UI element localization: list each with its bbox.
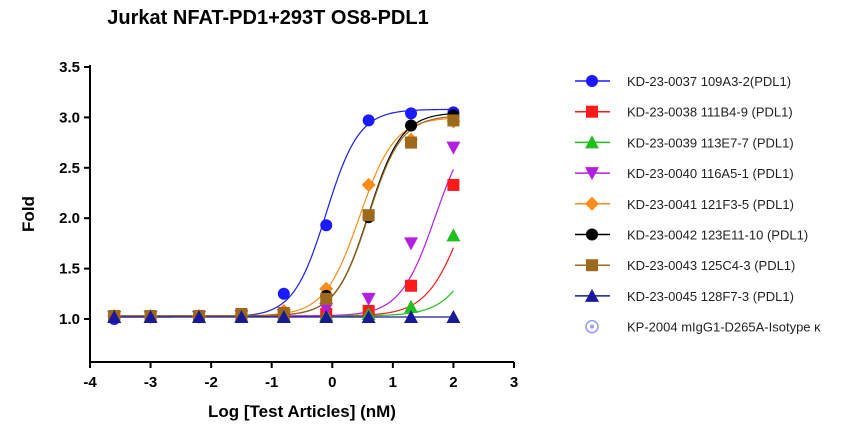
data-point (447, 178, 460, 191)
legend-marker (586, 75, 598, 87)
legend-label: KD-23-0039 113E7-7 (PDL1) (627, 135, 794, 150)
data-points (107, 106, 461, 325)
x-axis-label: Log [Test Articles] (nM) (208, 402, 396, 421)
legend-marker (585, 288, 599, 302)
legend-label: KP-2004 mIgG1-D265A-Isotype κ (627, 320, 821, 335)
data-point (143, 309, 158, 323)
data-point (276, 309, 291, 323)
data-point (277, 287, 290, 300)
y-tick-label: 2.5 (59, 160, 80, 177)
data-point (405, 136, 418, 149)
x-tick-label: -1 (265, 374, 278, 391)
data-point (405, 279, 418, 292)
legend-item: KD-23-0041 121F3-5 (PDL1) (575, 196, 794, 212)
x-tick-label: 2 (449, 374, 457, 391)
data-point (404, 299, 419, 313)
y-tick-label: 2.0 (59, 210, 80, 227)
legend-label: KD-23-0045 128F7-3 (PDL1) (627, 289, 794, 304)
x-tick-label: -2 (204, 374, 217, 391)
legend-label: KD-23-0037 109A3-2(PDL1) (627, 74, 791, 89)
legend-item: KP-2004 mIgG1-D265A-Isotype κ (585, 319, 821, 335)
y-tick-label: 3.5 (59, 59, 80, 76)
data-point (319, 302, 334, 316)
data-point (446, 228, 461, 242)
legend-item: KD-23-0043 125C4-3 (PDL1) (575, 258, 795, 273)
data-point (320, 219, 333, 232)
legend-marker (585, 196, 599, 211)
data-point (362, 209, 375, 222)
legend-marker (585, 135, 599, 149)
data-point (361, 292, 376, 306)
fit-curves (114, 108, 454, 318)
data-point (362, 114, 375, 127)
data-point (234, 309, 249, 323)
legend-item: KD-23-0039 113E7-7 (PDL1) (575, 135, 794, 150)
chart-title: Jurkat NFAT-PD1+293T OS8-PDL1 (107, 7, 428, 29)
data-point (404, 237, 419, 251)
data-point (446, 141, 461, 155)
legend-item: KD-23-0038 111B4-9 (PDL1) (575, 105, 793, 120)
x-tick-label: 0 (328, 374, 336, 391)
fit-curve (114, 115, 454, 317)
fit-curve (114, 108, 454, 318)
legend: KD-23-0037 109A3-2(PDL1) KD-23-0038 111B4… (575, 74, 821, 335)
y-tick-label: 3.0 (59, 109, 80, 126)
legend-marker (586, 105, 598, 118)
legend-label: KD-23-0043 125C4-3 (PDL1) (627, 258, 795, 273)
y-tick-label: 1.5 (59, 261, 80, 278)
x-tick-label: 3 (510, 374, 518, 391)
legend-label: KD-23-0040 116A5-1 (PDL1) (627, 166, 794, 181)
legend-marker (585, 319, 599, 334)
legend-item: KD-23-0040 116A5-1 (PDL1) (575, 166, 794, 181)
data-point (405, 107, 418, 120)
legend-label: KD-23-0038 111B4-9 (PDL1) (627, 105, 793, 120)
fit-curve (114, 117, 454, 317)
data-point (405, 119, 418, 132)
x-tick-label: -3 (144, 374, 157, 391)
legend-marker (586, 259, 598, 272)
data-point (404, 309, 419, 323)
fit-curve (114, 112, 454, 317)
legend-marker (586, 228, 598, 241)
legend-item: KD-23-0045 128F7-3 (PDL1) (575, 288, 794, 304)
legend-item: KD-23-0042 123E11-10 (PDL1) (575, 228, 808, 243)
data-point (319, 309, 334, 323)
data-point (446, 309, 461, 323)
axes: 1.0 1.5 2.0 2.5 3.0 3.5 -4 -3 -2 -1 0 1 2 3 (59, 59, 518, 391)
data-point (320, 292, 333, 305)
data-point (361, 309, 376, 323)
data-point (361, 177, 376, 192)
y-tick-label: 1.0 (59, 311, 80, 328)
y-axis-label: Fold (19, 196, 38, 232)
x-tick-label: 1 (389, 374, 397, 391)
data-point (107, 309, 122, 323)
legend-label: KD-23-0042 123E11-10 (PDL1) (627, 228, 808, 243)
x-tick-label: -4 (83, 374, 97, 391)
data-point (192, 309, 207, 323)
legend-item: KD-23-0037 109A3-2(PDL1) (575, 74, 791, 89)
legend-marker (585, 167, 599, 181)
legend-label: KD-23-0041 121F3-5 (PDL1) (627, 197, 794, 212)
data-point (447, 114, 460, 127)
